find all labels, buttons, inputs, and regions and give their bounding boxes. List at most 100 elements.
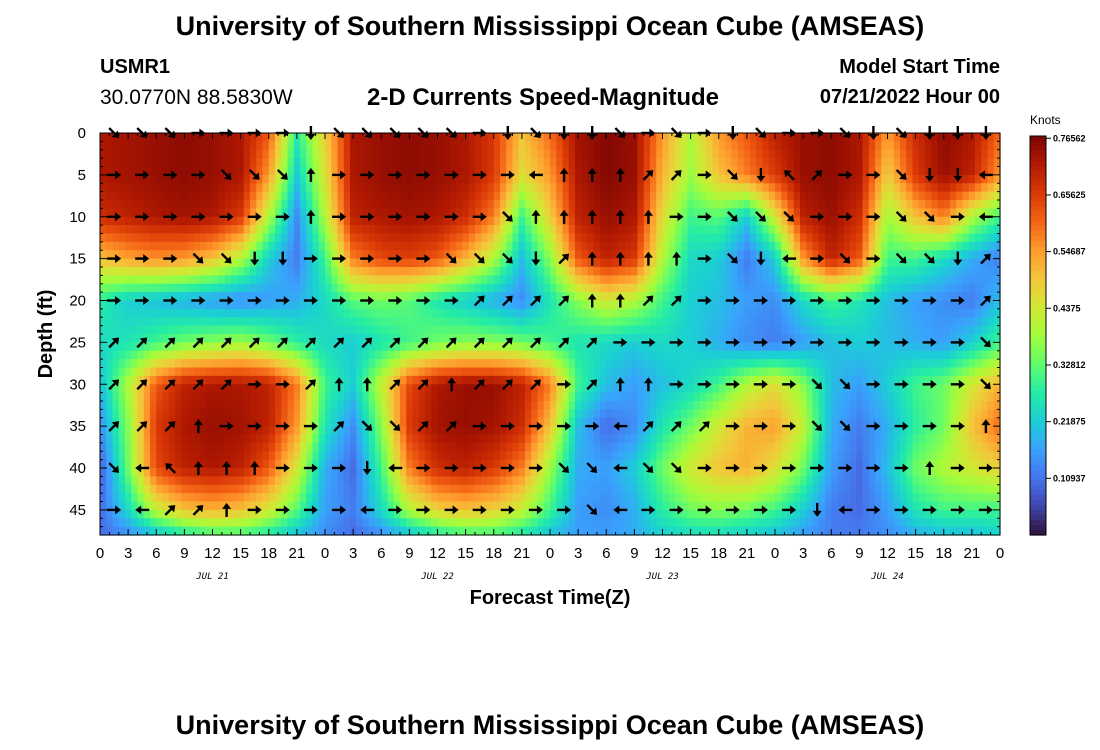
heatmap-cell bbox=[531, 267, 539, 276]
heatmap-cell bbox=[212, 158, 220, 168]
heatmap-cell bbox=[256, 292, 264, 302]
heatmap-cell bbox=[668, 141, 676, 151]
heatmap-cell bbox=[306, 225, 314, 235]
heatmap-cell bbox=[156, 417, 164, 427]
heatmap-cell bbox=[712, 149, 720, 159]
heatmap-cell bbox=[737, 166, 745, 176]
heatmap-cell bbox=[600, 283, 607, 293]
heatmap-cell bbox=[418, 359, 426, 369]
heatmap-cell bbox=[943, 200, 951, 209]
heatmap-cell bbox=[312, 241, 320, 251]
heatmap-cell bbox=[593, 375, 601, 385]
heatmap-cell bbox=[906, 317, 914, 327]
heatmap-cell bbox=[512, 141, 520, 151]
heatmap-cell bbox=[537, 375, 545, 385]
heatmap-cell bbox=[918, 401, 926, 410]
heatmap-cell bbox=[943, 325, 951, 335]
heatmap-cell bbox=[268, 133, 276, 142]
heatmap-cell bbox=[968, 392, 976, 402]
heatmap-cell bbox=[150, 233, 157, 243]
heatmap-cell bbox=[975, 241, 982, 251]
heatmap-cell bbox=[618, 283, 626, 293]
heatmap-cell bbox=[625, 292, 632, 302]
heatmap-cell bbox=[618, 216, 626, 226]
heatmap-cell bbox=[931, 133, 939, 142]
heatmap-cell bbox=[375, 233, 382, 243]
heatmap-cell bbox=[631, 317, 639, 327]
heatmap-cell bbox=[718, 149, 726, 159]
heatmap-cell bbox=[700, 158, 707, 168]
heatmap-cell bbox=[368, 174, 376, 184]
heatmap-cell bbox=[393, 149, 401, 159]
heatmap-cell bbox=[212, 133, 220, 142]
heatmap-cell bbox=[256, 166, 264, 176]
heatmap-cell bbox=[943, 149, 951, 159]
heatmap-cell bbox=[456, 392, 464, 402]
heatmap-cell bbox=[206, 158, 214, 168]
heatmap-cell bbox=[212, 250, 220, 260]
heatmap-cell bbox=[212, 141, 220, 151]
heatmap-cell bbox=[143, 334, 151, 343]
heatmap-cell bbox=[956, 216, 964, 226]
heatmap-cell bbox=[625, 225, 632, 235]
heatmap-cell bbox=[243, 350, 251, 360]
heatmap-cell bbox=[206, 325, 214, 335]
heatmap-cell bbox=[543, 275, 551, 285]
heatmap-cell bbox=[256, 334, 264, 343]
heatmap-cell bbox=[393, 241, 401, 251]
heatmap-cell bbox=[187, 417, 195, 427]
heatmap-cell bbox=[712, 141, 720, 151]
heatmap-cell bbox=[637, 334, 645, 343]
heatmap-cell bbox=[843, 250, 851, 260]
heatmap-cell bbox=[543, 359, 551, 369]
heatmap-cell bbox=[731, 275, 739, 285]
heatmap-cell bbox=[918, 325, 926, 335]
heatmap-cell bbox=[512, 166, 520, 176]
heatmap-cell bbox=[568, 325, 576, 335]
heatmap-cell bbox=[393, 208, 401, 218]
heatmap-cell bbox=[212, 325, 220, 335]
heatmap-cell bbox=[756, 283, 764, 293]
heatmap-cell bbox=[412, 317, 420, 327]
heatmap-cell bbox=[481, 342, 489, 352]
heatmap-cell bbox=[193, 308, 201, 318]
heatmap-cell bbox=[156, 233, 164, 243]
heatmap-cell bbox=[131, 216, 139, 226]
heatmap-cell bbox=[675, 267, 682, 276]
heatmap-cell bbox=[612, 342, 620, 352]
heatmap-cell bbox=[156, 367, 164, 377]
heatmap-cell bbox=[100, 359, 107, 369]
heatmap-cell bbox=[900, 342, 907, 352]
heatmap-cell bbox=[456, 250, 464, 260]
heatmap-cell bbox=[650, 375, 657, 385]
heatmap-cell bbox=[156, 292, 164, 302]
heatmap-cell bbox=[600, 258, 607, 268]
heatmap-cell bbox=[506, 384, 514, 394]
heatmap-cell bbox=[156, 166, 164, 176]
heatmap-cell bbox=[687, 208, 695, 218]
heatmap-cell bbox=[768, 174, 776, 184]
heatmap-cell bbox=[562, 300, 570, 310]
heatmap-cell bbox=[462, 241, 470, 251]
heatmap-cell bbox=[531, 359, 539, 369]
heatmap-cell bbox=[225, 200, 232, 209]
heatmap-cell bbox=[581, 392, 589, 402]
heatmap-cell bbox=[825, 208, 832, 218]
heatmap-cell bbox=[950, 258, 957, 268]
heatmap-cell bbox=[256, 401, 264, 410]
heatmap-cell bbox=[712, 250, 720, 260]
heatmap-cell bbox=[881, 200, 889, 209]
heatmap-cell bbox=[293, 375, 301, 385]
heatmap-cell bbox=[256, 141, 264, 151]
heatmap-cell bbox=[537, 141, 545, 151]
heatmap-cell bbox=[687, 267, 695, 276]
heatmap-cell bbox=[300, 200, 307, 209]
heatmap-cell bbox=[550, 174, 557, 184]
heatmap-cell bbox=[400, 317, 407, 327]
heatmap-cell bbox=[831, 216, 839, 226]
heatmap-cell bbox=[300, 216, 307, 226]
heatmap-cell bbox=[112, 191, 120, 201]
heatmap-cell bbox=[256, 417, 264, 427]
heatmap-cell bbox=[943, 208, 951, 218]
heatmap-cell bbox=[856, 392, 864, 402]
